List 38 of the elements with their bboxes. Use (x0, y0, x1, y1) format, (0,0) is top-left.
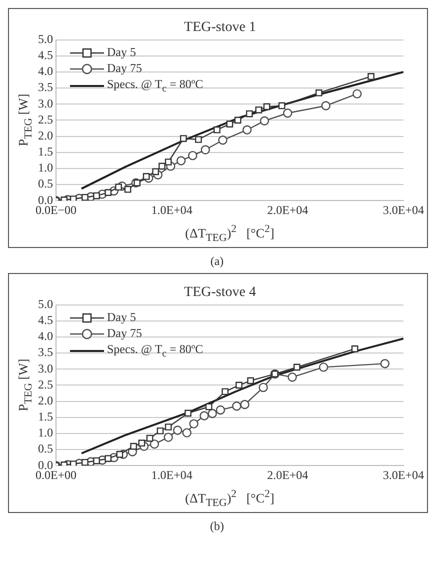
y-tick-label: 4.5 (38, 48, 53, 62)
x-tick-label: 3.0E+04 (382, 468, 424, 482)
x-tick-label: 2.0E+04 (267, 468, 308, 482)
y-tick-label: 0.5 (38, 176, 53, 191)
y-tick-label: 3.0 (38, 361, 53, 376)
x-axis-title: (ΔT$_{TEG}$)$^{2}$ [°C$^{2}$] (185, 488, 274, 509)
y-tick-label: 2.0 (38, 393, 53, 408)
y-tick-label: 4.0 (38, 64, 53, 78)
y-tick-label: 3.5 (38, 80, 53, 94)
legend-label: Day 5 (107, 44, 136, 59)
y-tick-label: 3.5 (38, 345, 53, 360)
y-tick-label: 0.5 (38, 442, 53, 456)
y-tick-label: 3.0 (38, 96, 53, 110)
y-tick-label: 5.0 (38, 296, 53, 311)
legend-label: Day 5 (107, 310, 136, 324)
legend-label: Day 75 (107, 61, 142, 76)
y-tick-label: 1.0 (38, 426, 53, 440)
legend-label: Specs. @ T$_{c}$ = 80ºC (107, 342, 204, 360)
x-tick-label: 3.0E+04 (382, 202, 424, 217)
x-tick-label: 2.0E+04 (267, 202, 308, 217)
legend-label: Specs. @ T$_{c}$ = 80ºC (107, 77, 204, 95)
y-tick-label: 1.5 (38, 410, 53, 424)
chart-title: TEG-stove 4 (184, 285, 256, 300)
y-tick-label: 2.0 (38, 128, 53, 142)
y-tick-label: 1.5 (38, 144, 53, 159)
x-axis-title: (ΔT$_{TEG}$)$^{2}$ [°C$^{2}$] (185, 223, 274, 244)
legend-label: Day 75 (107, 326, 142, 340)
y-tick-label: 2.5 (38, 112, 53, 126)
y-tick-label: 5.0 (38, 32, 53, 46)
x-tick-label: 1.0E+04 (151, 468, 192, 482)
y-tick-label: 1.0 (38, 160, 53, 175)
y-tick-label: 4.5 (38, 313, 53, 328)
y-tick-label: 4.0 (38, 329, 53, 344)
chart-title: TEG-stove 1 (184, 20, 256, 36)
text: (b) (209, 519, 225, 534)
text: (a) (209, 254, 225, 269)
x-tick-label: 1.0E+04 (151, 202, 192, 217)
y-tick-label: 2.5 (38, 377, 53, 392)
